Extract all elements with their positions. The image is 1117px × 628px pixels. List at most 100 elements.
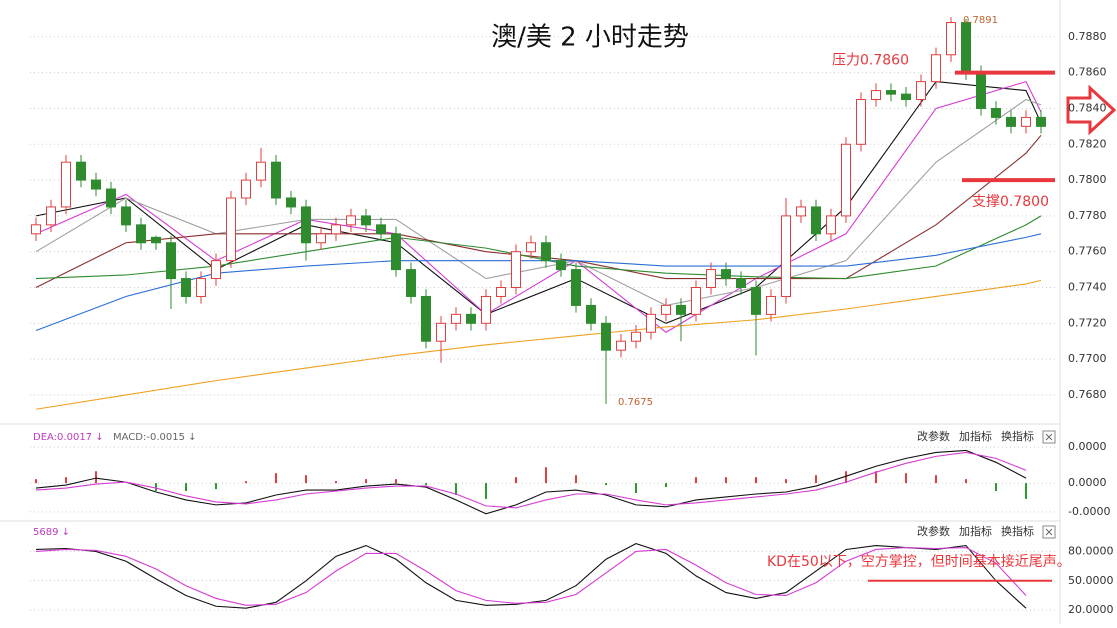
candle-body	[991, 107, 1001, 118]
candle-body	[676, 304, 686, 315]
candle-body	[976, 72, 986, 109]
y-tick-label: 0.7720	[1068, 316, 1107, 329]
chart-title: 澳/美 2 小时走势	[491, 23, 689, 53]
level-label: 支撑0.7800	[972, 194, 1049, 210]
candle-body	[796, 206, 806, 217]
candle-body	[691, 287, 701, 315]
candle-body	[601, 322, 611, 351]
panel-button[interactable]: 改参数	[917, 429, 950, 443]
panel-button[interactable]: 加指标	[959, 524, 992, 538]
y-tick-label: 20.0000	[1068, 603, 1114, 616]
y-tick-label: -0.0000	[1068, 505, 1110, 518]
candle-body	[196, 278, 206, 297]
candle-body	[526, 242, 536, 253]
panel-button[interactable]: 改参数	[917, 524, 950, 538]
level-label: 压力0.7860	[832, 53, 909, 69]
macd-line	[35, 451, 1027, 509]
candle-body	[301, 206, 311, 244]
candle-body	[961, 22, 971, 74]
candle-body	[496, 287, 506, 297]
candle-body	[76, 161, 86, 181]
panel-button[interactable]: 换指标	[1001, 429, 1034, 443]
candle-body	[181, 278, 191, 297]
y-tick-label: 0.7840	[1068, 101, 1107, 114]
y-tick-label: 0.7780	[1068, 209, 1107, 222]
y-tick-label: 0.7800	[1068, 173, 1107, 186]
y-tick-label: 50.0000	[1068, 574, 1114, 587]
annotation: KD在50以下，空方掌控，但时间基本接近尾声。	[767, 553, 1071, 570]
candle-body	[136, 224, 146, 244]
close-icon	[1045, 433, 1053, 441]
candle-body	[106, 188, 116, 208]
candle-body	[916, 81, 926, 101]
y-tick-label: 0.7700	[1068, 352, 1107, 365]
y-tick-label: 0.7760	[1068, 245, 1107, 258]
candle-body	[376, 224, 386, 235]
kd-line	[35, 546, 1027, 606]
candle-body	[406, 269, 416, 297]
candle-body	[1006, 116, 1016, 127]
y-tick-label: 0.7880	[1068, 30, 1107, 43]
candle-body	[166, 242, 176, 280]
panel-button[interactable]: 加指标	[959, 429, 992, 443]
candle-body	[826, 215, 836, 235]
candle-body	[46, 206, 56, 226]
close-icon	[1045, 528, 1053, 536]
y-tick-label: 0.7820	[1068, 137, 1107, 150]
candle-body	[226, 197, 236, 262]
indicator-header: DEA:0.0017 ↓	[33, 432, 104, 443]
high-label: 0.7891	[963, 15, 998, 26]
candle-body	[871, 90, 881, 101]
y-tick-label: 80.0000	[1068, 544, 1114, 557]
candle-body	[886, 90, 896, 95]
candle-body	[616, 340, 626, 351]
candle-body	[451, 313, 461, 324]
candle-body	[481, 295, 491, 324]
moving-average	[35, 134, 1042, 289]
candle-body	[271, 161, 281, 199]
candle-body	[766, 295, 776, 315]
candle-body	[586, 304, 596, 324]
candle-body	[706, 269, 716, 289]
candle-body	[346, 215, 356, 226]
candle-body	[631, 331, 641, 342]
candle-body	[361, 215, 371, 226]
panel-button[interactable]: 换指标	[1001, 524, 1034, 538]
candle-body	[151, 236, 161, 244]
candle-body	[751, 287, 761, 315]
moving-average	[35, 279, 1042, 410]
macd-line	[35, 449, 1027, 515]
candle-body	[466, 313, 476, 324]
y-tick-label: 0.0000	[1068, 476, 1107, 489]
candle-body	[421, 295, 431, 342]
candle-body	[241, 179, 251, 199]
candle-body	[571, 269, 581, 306]
candle-body	[31, 224, 41, 235]
candle-body	[781, 215, 791, 297]
candle-body	[541, 242, 551, 262]
indicator-header: 5689 ↓	[33, 527, 70, 538]
candle-body	[316, 233, 326, 244]
y-tick-label: 0.7740	[1068, 281, 1107, 294]
candle-body	[1021, 116, 1031, 127]
candle-body	[856, 99, 866, 145]
candle-body	[436, 322, 446, 342]
low-label: 0.7675	[618, 397, 653, 408]
candle-body	[61, 161, 71, 208]
candle-body	[901, 93, 911, 101]
candle-body	[256, 161, 266, 181]
candle-body	[286, 197, 296, 208]
candle-body	[931, 54, 941, 83]
moving-average	[35, 98, 1042, 306]
candle-body	[511, 251, 521, 289]
moving-average	[35, 215, 1042, 280]
y-tick-label: 0.7680	[1068, 388, 1107, 401]
candle-body	[211, 260, 221, 280]
arrow-icon	[1066, 84, 1117, 136]
candle-body	[841, 143, 851, 217]
candle-body	[331, 224, 341, 235]
candle-body	[646, 313, 656, 333]
candle-body	[391, 233, 401, 271]
candle-body	[811, 206, 821, 235]
